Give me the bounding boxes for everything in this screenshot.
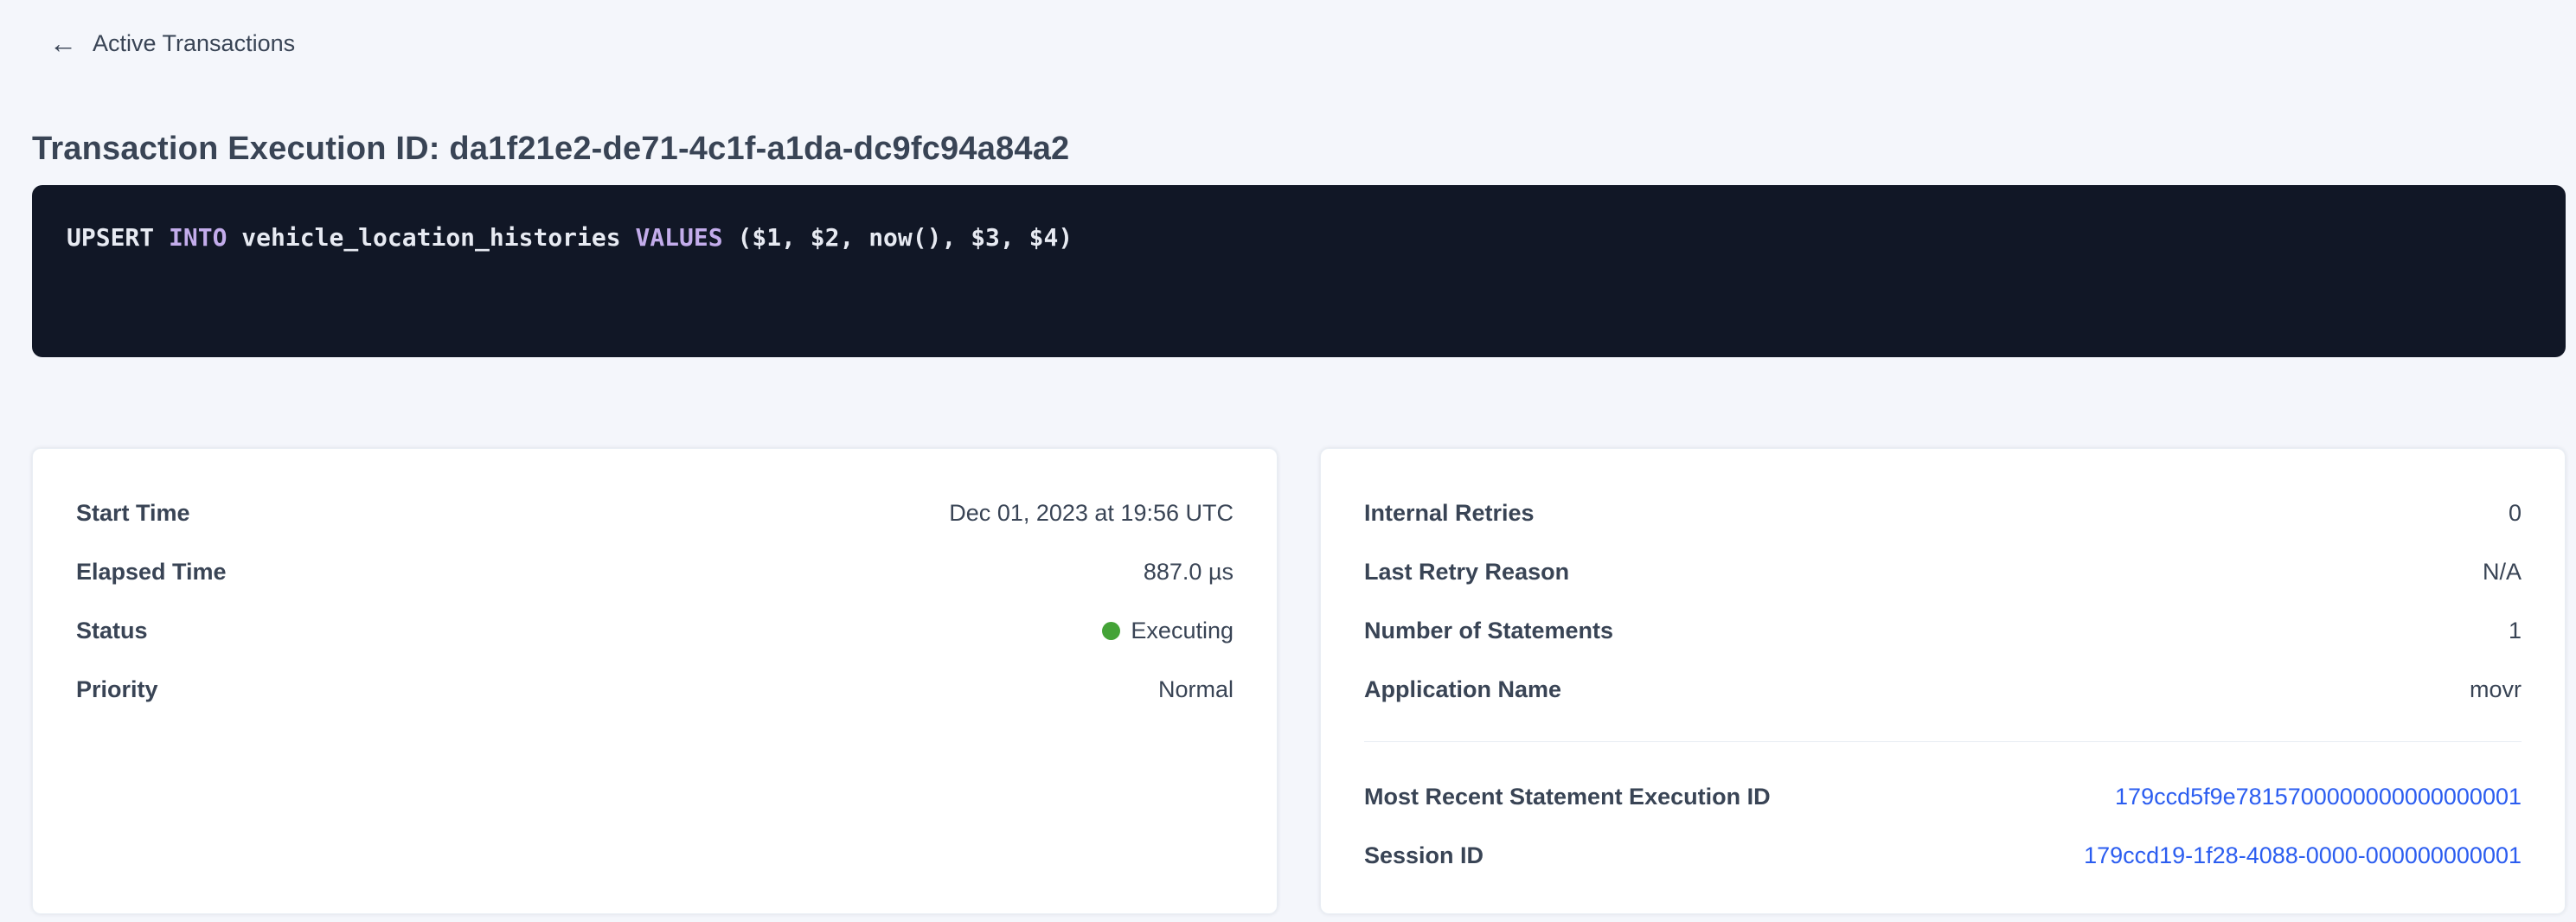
- detail-row-value: 887.0 µs: [1143, 558, 1234, 585]
- detail-row-value: Dec 01, 2023 at 19:56 UTC: [949, 499, 1234, 526]
- detail-row-label: Start Time: [76, 499, 190, 526]
- transaction-summary-rows: Start Time Dec 01, 2023 at 19:56 UTC Elaps…: [76, 483, 1234, 719]
- detail-row-application-name: Application Name movr: [1364, 660, 2522, 719]
- detail-row-elapsed-time: Elapsed Time 887.0 µs: [76, 542, 1234, 601]
- sql-text: ($1, $2, now(), $3, $4): [722, 223, 1073, 252]
- sql-statement-box: UPSERT INTO vehicle_location_histories V…: [32, 185, 2566, 357]
- detail-row-label: Most Recent Statement Execution ID: [1364, 783, 1771, 810]
- sql-text: UPSERT: [67, 223, 170, 252]
- detail-row-label: Session ID: [1364, 842, 1484, 868]
- detail-row-label: Application Name: [1364, 675, 1562, 702]
- most-recent-statement-execution-id-link[interactable]: 179ccd5f9e7815700000000000000001: [2115, 783, 2522, 810]
- detail-row-most-recent-statement-execution-id: Most Recent Statement Execution ID 179ccd…: [1364, 767, 2522, 826]
- detail-row-value: 1: [2508, 617, 2522, 643]
- detail-row-label: Elapsed Time: [76, 558, 227, 585]
- sql-statement-text: UPSERT INTO vehicle_location_histories V…: [67, 223, 2531, 253]
- detail-row-label: Last Retry Reason: [1364, 558, 1570, 585]
- transaction-metadata-card: Internal Retries 0 Last Retry Reason N/A Num…: [1320, 448, 2566, 914]
- detail-row-session-id: Session ID 179ccd19-1f28-4088-0000-000000…: [1364, 826, 2522, 885]
- card-divider: [1364, 741, 2522, 742]
- detail-row-value: 0: [2508, 499, 2522, 526]
- detail-row-value: N/A: [2482, 558, 2522, 585]
- sql-text: vehicle_location_histories: [227, 223, 636, 252]
- back-arrow-icon: ←: [49, 28, 77, 59]
- detail-row-label: Number of Statements: [1364, 617, 1614, 643]
- detail-row-value: movr: [2470, 675, 2522, 702]
- transaction-id-link-rows: Most Recent Statement Execution ID 179ccd…: [1364, 767, 2522, 885]
- detail-row-label: Internal Retries: [1364, 499, 1535, 526]
- session-id-link[interactable]: 179ccd19-1f28-4088-0000-000000000001: [2084, 842, 2522, 868]
- status-value: Executing: [1102, 618, 1234, 644]
- transaction-summary-card: Start Time Dec 01, 2023 at 19:56 UTC Elaps…: [32, 448, 1278, 914]
- detail-row-start-time: Start Time Dec 01, 2023 at 19:56 UTC: [76, 483, 1234, 542]
- detail-row-label: Status: [76, 617, 148, 643]
- back-link-label: Active Transactions: [93, 29, 296, 56]
- detail-row-last-retry-reason: Last Retry Reason N/A: [1364, 542, 2522, 601]
- status-text: Executing: [1131, 617, 1234, 643]
- sql-keyword: VALUES: [635, 223, 723, 252]
- detail-cards-row: Start Time Dec 01, 2023 at 19:56 UTC Elaps…: [32, 448, 2566, 914]
- status-executing-dot-icon: [1102, 621, 1121, 640]
- back-to-active-transactions-link[interactable]: ← Active Transactions: [32, 26, 295, 61]
- detail-row-priority: Priority Normal: [76, 660, 1234, 719]
- detail-row-status: Status Executing: [76, 601, 1234, 660]
- transaction-metadata-rows: Internal Retries 0 Last Retry Reason N/A Num…: [1364, 483, 2522, 719]
- detail-row-number-of-statements: Number of Statements 1: [1364, 601, 2522, 660]
- sql-keyword: INTO: [169, 223, 227, 252]
- detail-row-internal-retries: Internal Retries 0: [1364, 483, 2522, 542]
- detail-row-label: Priority: [76, 675, 158, 702]
- detail-row-value: Normal: [1157, 675, 1234, 702]
- page-title: Transaction Execution ID: da1f21e2-de71-…: [32, 131, 1070, 167]
